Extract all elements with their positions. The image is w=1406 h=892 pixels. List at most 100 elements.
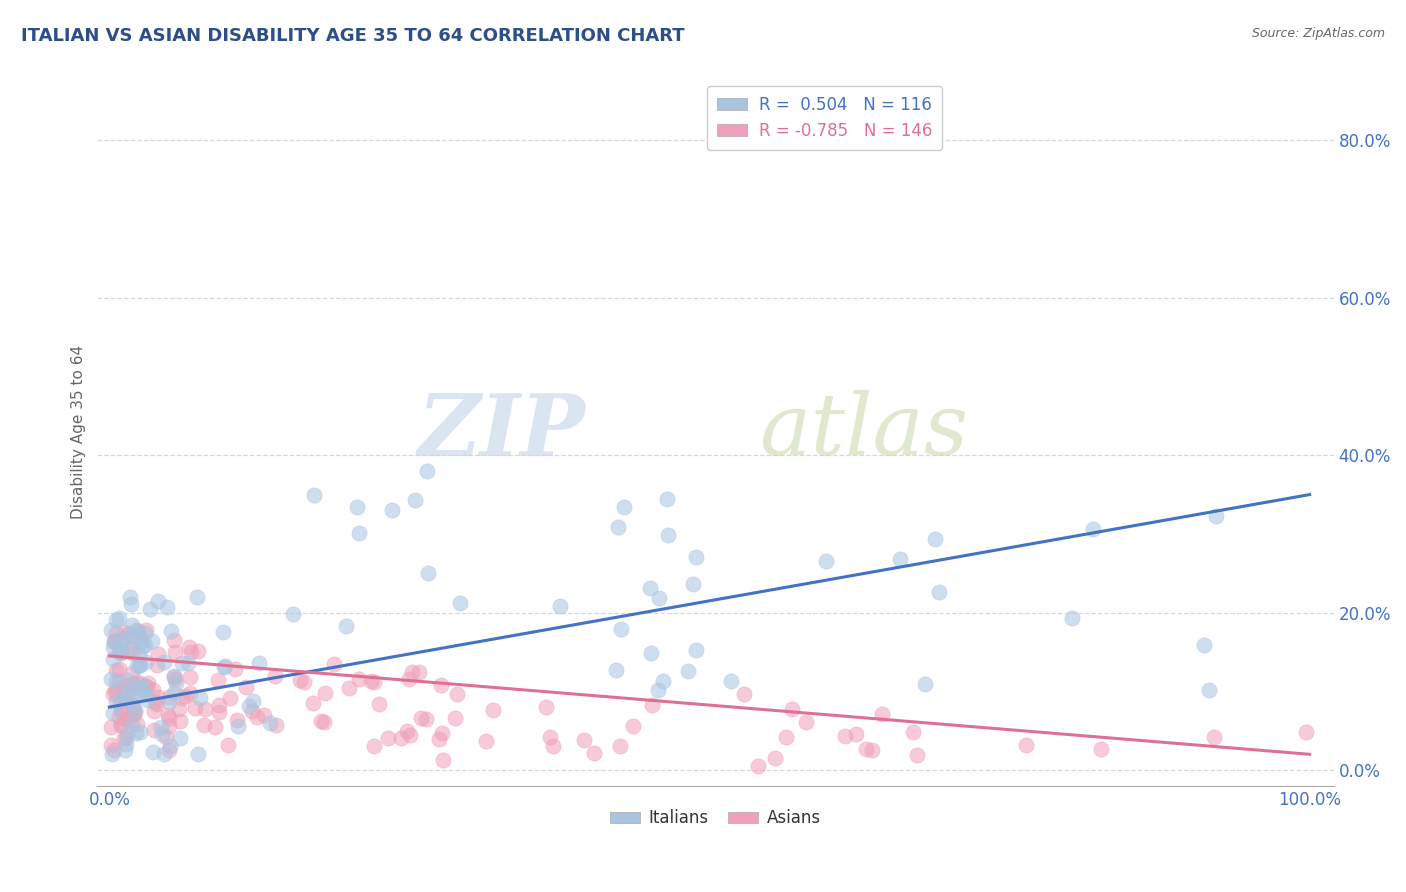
- Point: [132, 684, 155, 698]
- Point: [446, 687, 468, 701]
- Point: [110, 704, 132, 718]
- Point: [314, 686, 336, 700]
- Point: [212, 625, 235, 640]
- Point: [404, 492, 426, 507]
- Point: [115, 727, 138, 741]
- Point: [368, 697, 391, 711]
- Point: [110, 718, 132, 732]
- Point: [134, 679, 156, 693]
- Point: [870, 706, 893, 721]
- Point: [118, 714, 141, 728]
- Legend: Italians, Asians: Italians, Asians: [603, 803, 828, 834]
- Point: [129, 725, 152, 739]
- Point: [475, 734, 498, 748]
- Point: [720, 674, 742, 689]
- Point: [427, 732, 450, 747]
- Point: [638, 581, 661, 595]
- Point: [100, 738, 122, 752]
- Point: [928, 585, 950, 599]
- Point: [131, 639, 153, 653]
- Point: [121, 716, 143, 731]
- Point: [657, 528, 679, 542]
- Point: [127, 686, 149, 700]
- Point: [169, 714, 191, 728]
- Point: [122, 699, 145, 714]
- Point: [135, 680, 157, 694]
- Point: [389, 731, 412, 746]
- Point: [183, 701, 205, 715]
- Point: [238, 698, 260, 713]
- Point: [381, 503, 404, 517]
- Point: [860, 743, 883, 757]
- Point: [139, 602, 162, 616]
- Point: [146, 658, 169, 673]
- Point: [127, 624, 149, 638]
- Point: [449, 597, 471, 611]
- Point: [104, 633, 127, 648]
- Point: [214, 659, 236, 673]
- Point: [118, 678, 141, 692]
- Point: [901, 724, 924, 739]
- Point: [134, 626, 156, 640]
- Point: [124, 707, 146, 722]
- Point: [415, 712, 437, 726]
- Point: [177, 640, 200, 654]
- Point: [103, 743, 125, 757]
- Point: [179, 670, 201, 684]
- Point: [186, 590, 208, 604]
- Point: [682, 577, 704, 591]
- Point: [160, 624, 183, 638]
- Point: [149, 720, 172, 734]
- Point: [128, 648, 150, 662]
- Point: [193, 717, 215, 731]
- Point: [337, 681, 360, 696]
- Point: [101, 747, 124, 762]
- Point: [794, 715, 817, 730]
- Point: [651, 673, 673, 688]
- Point: [408, 665, 430, 679]
- Point: [107, 710, 129, 724]
- Point: [110, 718, 132, 732]
- Point: [124, 705, 146, 719]
- Y-axis label: Disability Age 35 to 64: Disability Age 35 to 64: [72, 344, 86, 518]
- Point: [100, 673, 122, 687]
- Point: [120, 689, 142, 703]
- Point: [142, 683, 165, 698]
- Point: [538, 731, 561, 745]
- Point: [207, 673, 229, 687]
- Point: [127, 675, 149, 690]
- Point: [104, 626, 127, 640]
- Point: [128, 657, 150, 672]
- Point: [134, 638, 156, 652]
- Point: [146, 593, 169, 607]
- Point: [112, 632, 135, 646]
- Point: [401, 665, 423, 679]
- Point: [780, 702, 803, 716]
- Point: [146, 698, 169, 712]
- Point: [226, 719, 249, 733]
- Point: [167, 702, 190, 716]
- Point: [613, 500, 636, 515]
- Point: [311, 714, 333, 729]
- Point: [814, 553, 837, 567]
- Point: [647, 683, 669, 698]
- Point: [1205, 508, 1227, 523]
- Point: [143, 723, 166, 737]
- Point: [121, 697, 143, 711]
- Point: [163, 685, 186, 699]
- Point: [416, 464, 439, 478]
- Point: [146, 690, 169, 705]
- Point: [101, 652, 124, 666]
- Point: [122, 675, 145, 690]
- Point: [108, 611, 131, 625]
- Point: [165, 672, 187, 686]
- Point: [396, 724, 419, 739]
- Point: [193, 702, 215, 716]
- Point: [153, 747, 176, 762]
- Point: [214, 658, 236, 673]
- Point: [142, 745, 165, 759]
- Point: [1083, 522, 1105, 536]
- Point: [208, 705, 231, 719]
- Point: [172, 690, 194, 705]
- Point: [163, 669, 186, 683]
